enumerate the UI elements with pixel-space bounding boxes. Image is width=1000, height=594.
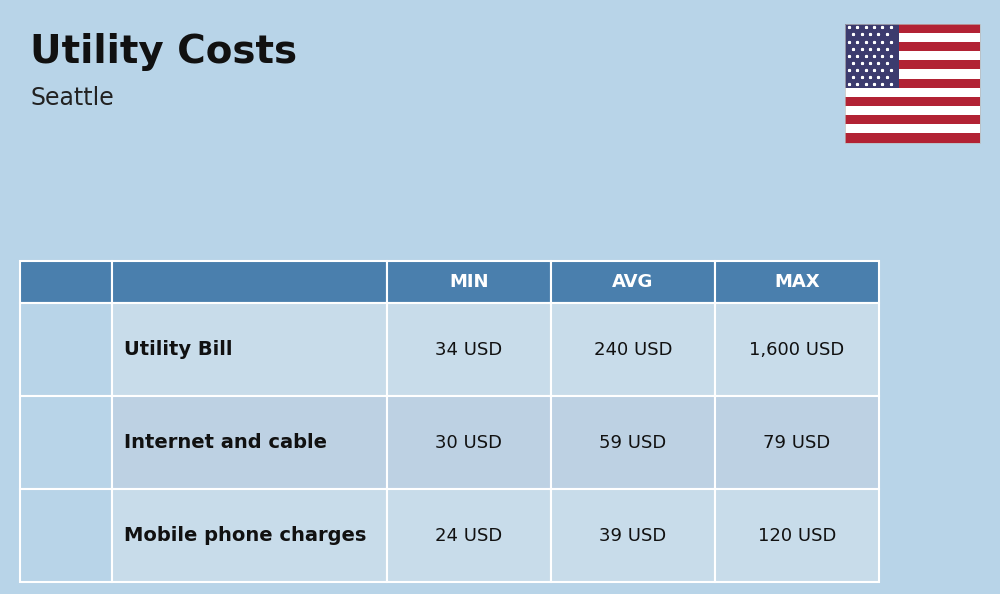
Bar [845, 115, 980, 124]
Text: 1,600 USD: 1,600 USD [749, 340, 844, 359]
Bar [551, 396, 715, 489]
Text: 120 USD: 120 USD [758, 527, 836, 545]
Text: MAX: MAX [774, 273, 820, 291]
Bar [551, 261, 715, 303]
Bar [112, 489, 387, 582]
Text: 39 USD: 39 USD [599, 527, 666, 545]
Text: Utility Costs: Utility Costs [30, 33, 297, 71]
Bar [845, 134, 980, 143]
Bar [845, 51, 980, 61]
Bar [845, 24, 980, 143]
Text: 30 USD: 30 USD [435, 434, 502, 451]
Bar [715, 396, 879, 489]
Text: 59 USD: 59 USD [599, 434, 666, 451]
Bar [715, 489, 879, 582]
Text: AVG: AVG [612, 273, 653, 291]
Text: 79 USD: 79 USD [763, 434, 830, 451]
Bar [715, 261, 879, 303]
Bar [387, 261, 551, 303]
Bar [845, 69, 980, 78]
Bar [20, 261, 112, 303]
Text: Mobile phone charges: Mobile phone charges [124, 526, 366, 545]
Text: Utility Bill: Utility Bill [124, 340, 232, 359]
Bar [20, 396, 112, 489]
Bar [112, 303, 387, 396]
Text: 24 USD: 24 USD [435, 527, 502, 545]
Bar [20, 489, 112, 582]
Bar [387, 396, 551, 489]
Bar [845, 42, 980, 51]
Bar [845, 97, 980, 106]
Bar [551, 303, 715, 396]
Bar [387, 303, 551, 396]
Text: Seattle: Seattle [30, 86, 114, 110]
Bar [845, 61, 980, 69]
Bar [845, 24, 899, 88]
Bar [845, 106, 980, 115]
Bar [845, 78, 980, 88]
Text: 240 USD: 240 USD [594, 340, 672, 359]
Bar [715, 303, 879, 396]
Bar [38, 333, 93, 366]
Bar [387, 489, 551, 582]
Text: Internet and cable: Internet and cable [124, 433, 327, 452]
Bar [38, 519, 93, 552]
Bar [20, 303, 112, 396]
Bar [551, 489, 715, 582]
Bar [845, 124, 980, 134]
Bar [845, 88, 980, 97]
Bar [845, 33, 980, 42]
Text: 34 USD: 34 USD [435, 340, 502, 359]
Bar [112, 396, 387, 489]
Text: MIN: MIN [449, 273, 488, 291]
Bar [845, 24, 980, 33]
Bar [112, 261, 387, 303]
Bar [38, 426, 93, 459]
